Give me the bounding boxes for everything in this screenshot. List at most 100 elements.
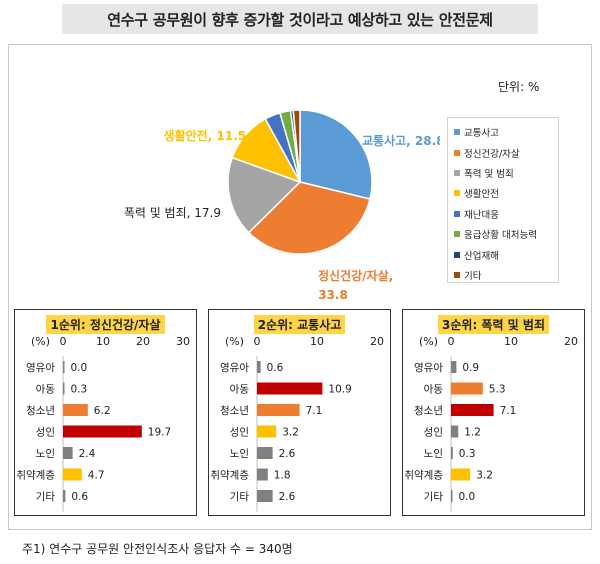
bar — [63, 404, 88, 416]
legend-item: 응급상황 대처능력 — [454, 224, 558, 244]
category-label: 취약계층 — [404, 470, 443, 482]
x-tick-label: 10 — [504, 335, 518, 348]
bar-chart-title: 2순위: 교통사고 — [209, 314, 390, 334]
bar-chart-svg: (%) 0 10 20 영유아 0.6 아동 10.9 청소년 7.1 성인 3.2 노인 2.6 취약계층… — [210, 335, 384, 512]
bar-value-label: 0.3 — [71, 384, 88, 396]
category-label: 영유아 — [414, 362, 443, 374]
pie-data-label: 생활안전, 11.5 — [163, 128, 246, 143]
category-label: 기타 — [36, 491, 56, 503]
x-tick-label: 10 — [96, 335, 110, 348]
bar — [257, 468, 268, 481]
bar — [63, 468, 82, 481]
bar-chart-rank-3: 3순위: 폭력 및 범죄 (%) 0 10 20 영유아 0.9 아동 5.3 청소년 7.1 성인… — [402, 309, 585, 516]
legend-label: 폭력 및 범죄 — [464, 168, 514, 180]
bar — [257, 404, 300, 416]
pie-data-label: 폭력 및 범죄, 17.9 — [124, 206, 221, 220]
legend-swatch — [454, 169, 460, 176]
pie-slice-3 — [227, 156, 302, 234]
bar — [63, 361, 65, 373]
category-label: 영유아 — [26, 362, 55, 374]
category-label: 취약계층 — [16, 470, 55, 482]
bar-chart-svg: (%) 0 10 20 영유아 0.9 아동 5.3 청소년 7.1 성인 1.2 노인 0.3 취약계층 3… — [404, 335, 578, 512]
bar — [63, 447, 73, 459]
x-tick-label: 20 — [564, 335, 578, 348]
category-label: 기타 — [424, 491, 444, 503]
x-tick-label: 0 — [254, 335, 261, 348]
legend-item: 기타 — [454, 265, 558, 285]
bar-value-label: 0.0 — [71, 362, 88, 374]
legend-item: 재난대응 — [454, 204, 558, 224]
bar-value-label: 7.1 — [500, 405, 517, 417]
legend-item: 교통사고 — [454, 122, 558, 142]
bar-value-label: 5.3 — [489, 384, 506, 396]
x-tick-label: 30 — [176, 335, 190, 348]
pie-data-label: 교통사고, 28.8 — [362, 133, 440, 148]
bar — [257, 425, 277, 438]
chart-title-text: 연수구 공무원이 향후 증가할 것이라고 예상하고 있는 안전문제 — [107, 10, 493, 29]
pie-slice-2 — [247, 181, 371, 255]
bar-value-label: 0.3 — [459, 448, 476, 460]
bar-value-label: 2.4 — [79, 448, 96, 460]
bar — [451, 490, 453, 502]
bar — [63, 425, 142, 438]
bar-chart-rank-2: 2순위: 교통사고 (%) 0 10 20 영유아 0.6 아동 10.9 청소년 7.1 성인 3.… — [208, 309, 391, 516]
legend-label: 정신건강/자살 — [464, 148, 520, 160]
category-label: 청소년 — [220, 405, 249, 417]
category-label: 성인 — [230, 427, 249, 439]
pie-legend: 교통사고 정신건강/자살 폭력 및 범죄 생활안전 재난대응 응급상황 대처능력 산업재해 기… — [447, 117, 559, 283]
bar-value-label: 1.8 — [274, 470, 291, 482]
category-label: 성인 — [424, 427, 443, 439]
category-label: 아동 — [230, 384, 250, 396]
bar — [63, 490, 66, 502]
bar-value-label: 10.9 — [328, 384, 351, 396]
legend-item: 정신건강/자살 — [454, 142, 558, 162]
category-label: 노인 — [230, 448, 249, 460]
pie-data-label: 정신건강/자살, — [318, 268, 393, 283]
bar — [451, 468, 471, 481]
x-tick-label: 10 — [310, 335, 324, 348]
bar-value-label: 2.6 — [279, 491, 296, 503]
bar-chart-title-text: 2순위: 교통사고 — [253, 315, 346, 334]
bar — [257, 382, 323, 395]
legend-swatch — [454, 251, 460, 258]
x-tick-label: 20 — [370, 335, 384, 348]
unit-label: 단위: % — [498, 80, 540, 94]
legend-item: 폭력 및 범죄 — [454, 163, 558, 183]
bar-value-label: 0.0 — [459, 491, 476, 503]
bar-chart-svg: (%) 0 10 20 30 영유아 0.0 아동 0.3 청소년 6.2 성인 19.7 노인 2.4 취약… — [16, 335, 190, 512]
bar-chart-title-text: 1순위: 정신건강/자살 — [46, 315, 165, 334]
legend-swatch — [454, 210, 460, 217]
bar-value-label: 4.7 — [88, 470, 105, 482]
legend-swatch — [454, 231, 460, 238]
legend-swatch — [454, 149, 460, 156]
category-label: 영유아 — [220, 362, 249, 374]
bar — [63, 382, 65, 395]
bar-chart-rank-1: 1순위: 정신건강/자살 (%) 0 10 20 30 영유아 0.0 아동 0.3 청소년 6.2… — [14, 309, 197, 516]
legend-swatch — [454, 129, 460, 136]
legend-label: 산업재해 — [464, 250, 499, 262]
axis-unit-label: (%) — [31, 335, 50, 348]
category-label: 성인 — [36, 427, 55, 439]
pie-slice-1 — [299, 109, 373, 200]
x-tick-label: 0 — [448, 335, 455, 348]
bar — [451, 382, 483, 395]
category-label: 기타 — [230, 491, 250, 503]
x-tick-label: 20 — [136, 335, 150, 348]
bar-value-label: 7.1 — [306, 405, 323, 417]
legend-label: 기타 — [464, 270, 482, 282]
bar-value-label: 19.7 — [148, 427, 171, 439]
bar — [257, 490, 273, 502]
bar-value-label: 1.2 — [464, 427, 481, 439]
bar-chart-title: 1순위: 정신건강/자살 — [15, 314, 196, 334]
bar-value-label: 0.9 — [462, 362, 479, 374]
legend-label: 응급상황 대처능력 — [464, 230, 537, 242]
legend-label: 재난대응 — [464, 209, 499, 221]
bar-value-label: 3.2 — [282, 427, 299, 439]
category-label: 아동 — [424, 384, 444, 396]
category-label: 취약계층 — [210, 470, 249, 482]
bar — [451, 425, 459, 438]
bar-value-label: 6.2 — [94, 405, 111, 417]
bar — [257, 361, 261, 373]
legend-swatch — [454, 271, 460, 278]
legend-swatch — [454, 190, 460, 197]
